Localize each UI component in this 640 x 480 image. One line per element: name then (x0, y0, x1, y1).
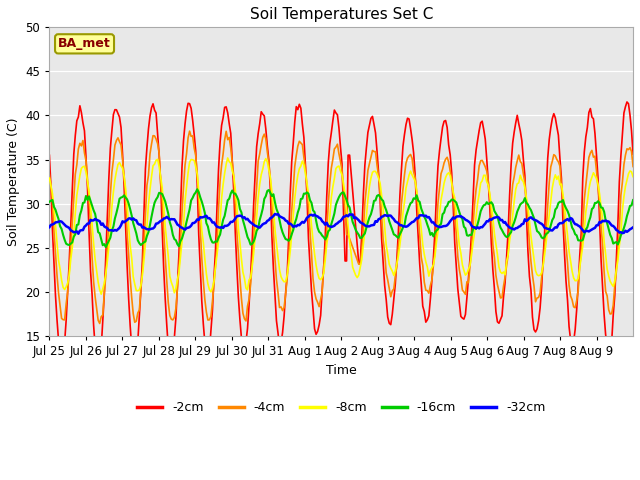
Legend: -2cm, -4cm, -8cm, -16cm, -32cm: -2cm, -4cm, -8cm, -16cm, -32cm (132, 396, 550, 419)
Title: Soil Temperatures Set C: Soil Temperatures Set C (250, 7, 433, 22)
X-axis label: Time: Time (326, 363, 356, 376)
Y-axis label: Soil Temperature (C): Soil Temperature (C) (7, 117, 20, 246)
Text: BA_met: BA_met (58, 37, 111, 50)
